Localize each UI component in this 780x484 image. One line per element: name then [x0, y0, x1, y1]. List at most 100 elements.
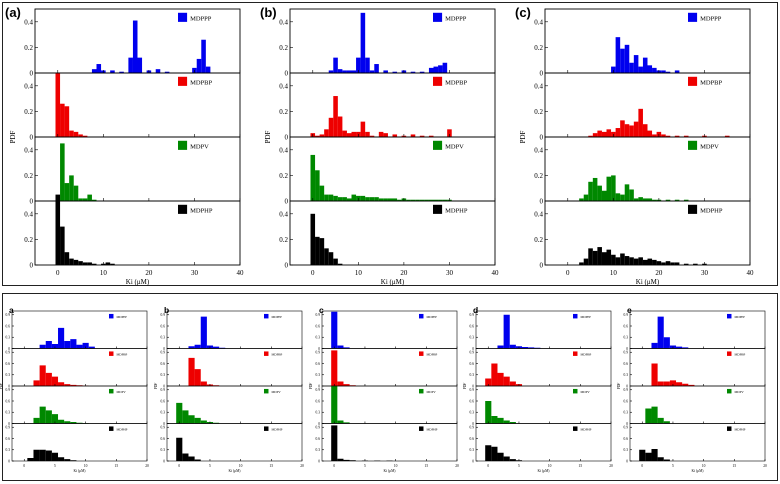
- y-tick-label: 0.2: [279, 172, 288, 180]
- legend-swatch: [419, 351, 424, 356]
- bar-mdppp: [110, 70, 115, 73]
- bar-mdppp: [647, 65, 653, 73]
- legend-swatch: [727, 426, 732, 431]
- y-tick-label: 0.4: [534, 82, 543, 90]
- y-tick-label: 0: [540, 197, 544, 205]
- bar-mdppp: [328, 70, 334, 73]
- bar-mdphp: [592, 250, 598, 265]
- bar-mdpbp: [638, 108, 643, 137]
- bar-mdphp: [188, 456, 195, 461]
- subpanel-frame: [544, 200, 751, 266]
- bar-mdpv: [69, 175, 74, 201]
- subpanel-frame: [34, 200, 241, 266]
- bar-mdphp: [588, 248, 593, 265]
- bar-mdppp: [39, 344, 46, 349]
- subpanel-mdpv: 0 0.2 0.4 MDPV: [534, 136, 751, 205]
- legend-swatch: [419, 313, 424, 319]
- subpanel-mdppp: 0 0.2 0.4 MDPPP: [534, 8, 751, 77]
- bar-mdppp: [64, 341, 71, 349]
- subpanel-frame: [289, 200, 496, 266]
- y-tick-label: 0.3: [470, 448, 475, 452]
- y-tick-label: 0.4: [24, 18, 33, 26]
- legend-label: MDPV: [190, 144, 209, 151]
- bar-mdppp: [119, 71, 124, 73]
- bar-mdpv: [333, 195, 338, 201]
- y-tick-label: 0.3: [624, 336, 629, 340]
- bar-mdpv: [387, 198, 393, 201]
- y-tick-label: 0.9: [161, 388, 166, 392]
- legend-swatch: [433, 204, 443, 214]
- bar-mdpbp: [676, 382, 683, 386]
- chart-bottom-b: b 0 0.3 0.6 0.9 MDPPP 0 0.3 0.6 0.9 MDPBP 0 0.3 0.6 0.…: [154, 305, 304, 473]
- legend-swatch: [727, 351, 732, 356]
- x-tick-label: 10: [610, 269, 618, 277]
- bar-mdpv: [319, 185, 325, 201]
- legend-swatch: [264, 426, 269, 431]
- bar-mdppp: [509, 344, 516, 349]
- y-axis-title: PDF: [154, 383, 158, 390]
- bar-mdphp: [645, 452, 652, 461]
- bar-mdppp: [343, 347, 350, 349]
- subpanel-frame: [544, 136, 751, 202]
- bar-mdppp: [331, 311, 338, 349]
- bar-mdppp: [682, 347, 689, 349]
- y-tick-label: 0.9: [161, 351, 166, 355]
- x-tick-label: 0: [487, 464, 489, 468]
- bar-mdpbp: [319, 134, 325, 137]
- x-tick-label: 20: [609, 464, 613, 468]
- bar-mdpbp: [615, 128, 621, 137]
- bar-mdppp: [374, 64, 379, 73]
- bar-mdppp: [91, 69, 97, 73]
- legend-swatch: [109, 313, 114, 319]
- bar-mdpv: [374, 197, 379, 201]
- subpanel-mdpv: 0 0.3 0.6 0.9 MDPV: [6, 385, 148, 426]
- bar-mdpbp: [315, 135, 320, 137]
- panel-label: c: [319, 305, 324, 315]
- bar-mdpbp: [45, 372, 52, 387]
- y-tick-label: 0.9: [624, 426, 629, 430]
- bar-mdphp: [503, 456, 510, 461]
- bar-mdpv: [337, 197, 343, 201]
- bar-mdphp: [337, 263, 343, 265]
- bar-mdppp: [128, 57, 133, 73]
- y-tick-label: 0.4: [534, 146, 543, 154]
- bar-mdpbp: [663, 381, 670, 386]
- bar-mdpv: [360, 195, 366, 201]
- bar-mdppp: [611, 66, 616, 73]
- y-tick-label: 0.9: [316, 426, 321, 430]
- x-tick-label: 40: [492, 269, 500, 277]
- bar-mdphp: [73, 259, 79, 265]
- subpanel-frame: [629, 423, 766, 462]
- y-tick-label: 0: [472, 422, 474, 426]
- y-axis-title: PDF: [617, 383, 621, 390]
- y-tick-label: 0.9: [6, 426, 11, 430]
- subpanel-mdpv: 0 0.3 0.6 0.9 MDPV: [470, 385, 612, 426]
- y-tick-label: 0: [163, 422, 165, 426]
- legend-label: MDPBP: [116, 352, 127, 356]
- bar-mdpv: [346, 198, 352, 201]
- x-axis-title: Ki (μM): [381, 278, 405, 286]
- bar-mdpv: [378, 198, 384, 201]
- chart-bottom-d: d 0 0.3 0.6 0.9 MDPPP 0 0.3 0.6 0.9 MDPBP 0 0.3 0.6 0.…: [463, 305, 613, 473]
- bar-mdppp: [337, 69, 343, 73]
- legend-swatch: [727, 313, 732, 319]
- bar-mdppp: [442, 62, 448, 73]
- subpanel-mdphp: 0 0.3 0.6 0.9 MDPHP: [6, 423, 148, 463]
- bar-mdpv: [410, 199, 416, 201]
- y-tick-label: 0.2: [534, 172, 543, 180]
- bar-mdppp: [638, 66, 643, 73]
- y-tick-label: 0: [318, 422, 320, 426]
- bar-mdpbp: [39, 365, 46, 387]
- y-tick-label: 0: [472, 347, 474, 351]
- bar-mdppp: [633, 55, 639, 73]
- y-tick-label: 0.9: [6, 351, 11, 355]
- y-tick-label: 0.3: [6, 411, 11, 415]
- panel-label: d: [473, 305, 478, 315]
- legend-label: MDPPP: [445, 16, 467, 23]
- y-tick-label: 0: [472, 459, 474, 463]
- panel-label: (c): [515, 5, 531, 20]
- bar-mdpv: [497, 417, 504, 424]
- y-tick-label: 0.9: [6, 388, 11, 392]
- bar-mdpv: [683, 199, 689, 201]
- x-tick-label: 15: [115, 464, 119, 468]
